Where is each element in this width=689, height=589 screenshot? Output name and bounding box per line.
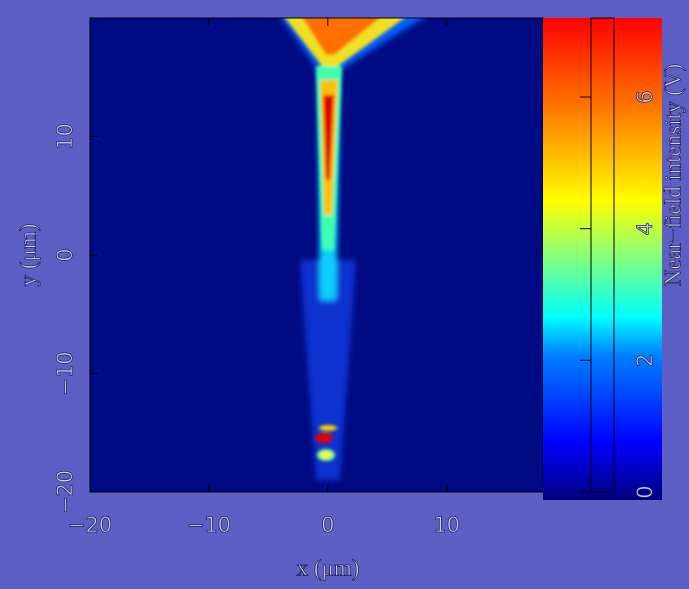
y-axis-label: y (μm) <box>15 224 40 287</box>
y-tick-label: −10 <box>53 351 77 395</box>
x-axis-label: x (μm) <box>297 555 360 580</box>
y-tick-label: −20 <box>53 470 77 514</box>
colorbar-tick-label: 0 <box>633 485 657 498</box>
x-tick-label: −20 <box>68 513 112 537</box>
colorbar-frame <box>590 17 615 493</box>
colorbar <box>543 18 662 500</box>
colorbar-tick-label: 6 <box>633 90 657 103</box>
x-tick-label: 10 <box>433 513 460 537</box>
y-tick-label: 10 <box>53 123 77 150</box>
x-tick-label: −10 <box>187 513 231 537</box>
colorbar-label: Near−field intensity (V) <box>660 64 685 286</box>
y-tick-label: 0 <box>53 248 77 261</box>
colorbar-tick-label: 4 <box>633 222 657 235</box>
heatmap-image <box>90 18 543 492</box>
colorbar-tick-label: 2 <box>633 354 657 367</box>
x-tick-label: 0 <box>321 513 334 537</box>
